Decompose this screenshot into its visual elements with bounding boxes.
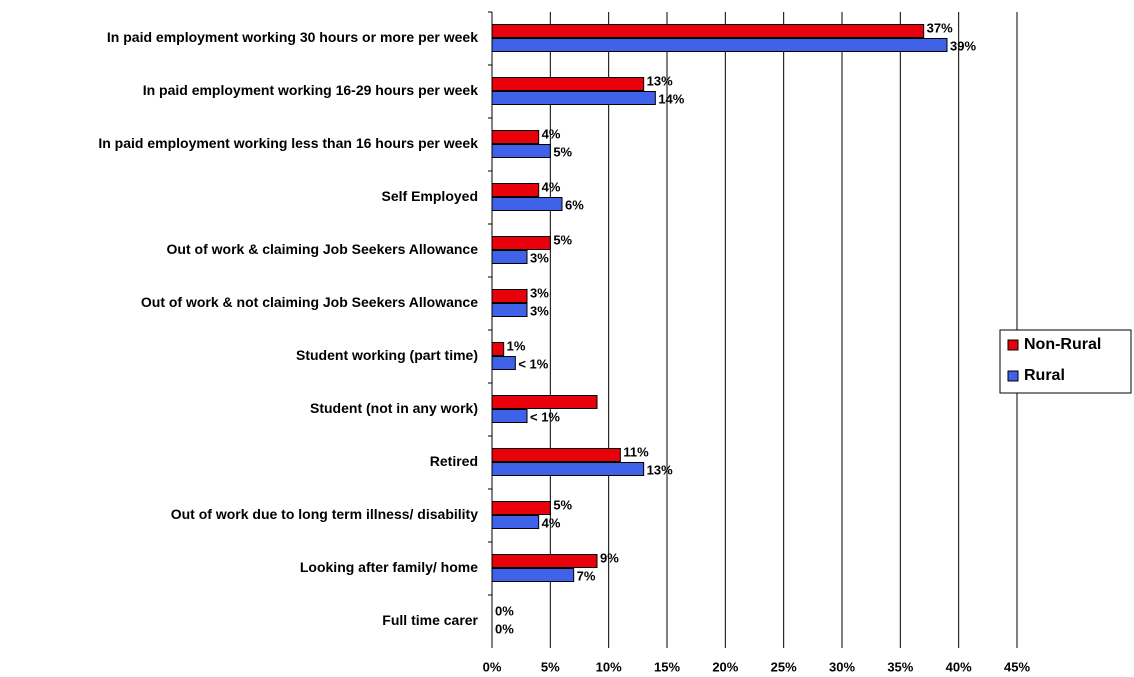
- y-tick-label: Full time carer: [382, 612, 478, 628]
- data-label: 37%: [927, 20, 953, 35]
- data-label: < 1%: [530, 409, 560, 424]
- data-label: 4%: [542, 515, 561, 530]
- data-label: 3%: [530, 285, 549, 300]
- bar: [491, 303, 528, 317]
- x-tick-label: 0%: [483, 659, 502, 674]
- x-tick-label: 45%: [1004, 659, 1030, 674]
- y-tick-label: In paid employment working 16-29 hours p…: [143, 82, 479, 98]
- data-label: 3%: [530, 250, 549, 265]
- bar: [491, 342, 505, 356]
- x-tick-label: 40%: [946, 659, 972, 674]
- bar: [491, 501, 551, 515]
- y-tick-label: In paid employment working 30 hours or m…: [107, 29, 478, 45]
- data-label: 9%: [600, 550, 619, 565]
- y-tick-label: Out of work & claiming Job Seekers Allow…: [167, 241, 479, 257]
- x-tick-label: 30%: [829, 659, 855, 674]
- y-tick-label: Self Employed: [382, 188, 478, 204]
- bar: [491, 554, 598, 568]
- x-tick-label: 25%: [771, 659, 797, 674]
- legend-box: [999, 329, 1132, 394]
- data-label: 5%: [553, 497, 572, 512]
- bar: [491, 515, 540, 529]
- data-label: 4%: [542, 179, 561, 194]
- data-label: 13%: [647, 462, 673, 477]
- x-tick-label: 5%: [541, 659, 560, 674]
- bar: [491, 448, 621, 462]
- data-label: 1%: [507, 338, 526, 353]
- data-label: 0%: [495, 621, 514, 636]
- legend-swatch: [1007, 370, 1019, 382]
- data-label: 13%: [647, 73, 673, 88]
- data-label: 5%: [553, 232, 572, 247]
- bar: [491, 183, 540, 197]
- y-tick-label: In paid employment working less than 16 …: [98, 135, 478, 151]
- bar: [491, 568, 575, 582]
- legend-swatch: [1007, 339, 1019, 351]
- x-tick-label: 35%: [887, 659, 913, 674]
- bar: [491, 409, 528, 423]
- data-label: 7%: [577, 568, 596, 583]
- data-label: 39%: [950, 38, 976, 53]
- bar: [491, 462, 645, 476]
- y-tick-label: Retired: [430, 453, 478, 469]
- x-tick-label: 10%: [596, 659, 622, 674]
- bar: [491, 250, 528, 264]
- x-tick-label: 15%: [654, 659, 680, 674]
- y-tick-label: Out of work due to long term illness/ di…: [171, 506, 478, 522]
- data-label: 3%: [530, 303, 549, 318]
- legend-label: Non-Rural: [1024, 336, 1101, 353]
- y-tick-label: Student (not in any work): [310, 400, 478, 416]
- bar: [491, 24, 925, 38]
- bar: [491, 356, 516, 370]
- legend-label: Rural: [1024, 367, 1065, 384]
- bar: [491, 289, 528, 303]
- bar: [491, 144, 551, 158]
- bar: [491, 236, 551, 250]
- bar: [491, 395, 598, 409]
- bar: [491, 197, 563, 211]
- data-label: 4%: [542, 126, 561, 141]
- bar: [491, 38, 948, 52]
- y-tick-label: Student working (part time): [296, 347, 478, 363]
- data-label: 0%: [495, 603, 514, 618]
- data-label: 14%: [658, 91, 684, 106]
- y-tick-label: Out of work & not claiming Job Seekers A…: [141, 294, 478, 310]
- bar: [491, 77, 645, 91]
- x-tick-label: 20%: [712, 659, 738, 674]
- data-label: 5%: [553, 144, 572, 159]
- bar: [491, 91, 656, 105]
- bar: [491, 130, 540, 144]
- data-label: 6%: [565, 197, 584, 212]
- data-label: 11%: [623, 444, 649, 459]
- y-tick-label: Looking after family/ home: [300, 559, 478, 575]
- data-label: < 1%: [518, 356, 548, 371]
